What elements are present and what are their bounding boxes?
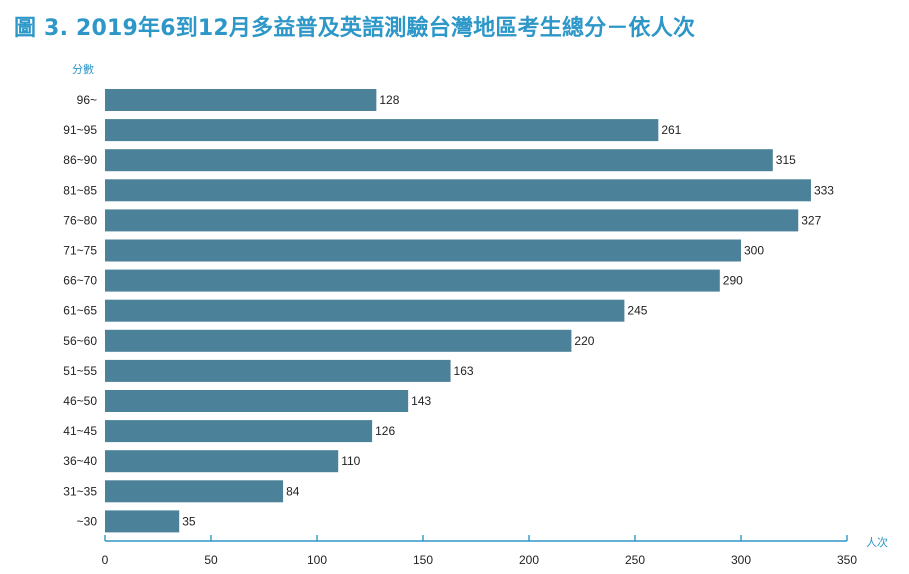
value-label: 143 [411, 394, 431, 408]
value-label: 300 [744, 244, 764, 258]
bar [105, 179, 811, 202]
bar [105, 149, 773, 172]
category-label: 36~40 [63, 454, 97, 468]
category-label: 46~50 [63, 394, 97, 408]
bar [105, 510, 180, 533]
value-label: 315 [776, 153, 796, 167]
bar [105, 480, 284, 503]
value-label: 35 [182, 514, 196, 528]
x-tick-label: 250 [625, 553, 645, 567]
x-tick-label: 100 [307, 553, 327, 567]
category-label: 86~90 [63, 153, 97, 167]
bar [105, 450, 339, 473]
chart-title: 圖 3. 2019年6到12月多益普及英語測驗台灣地區考生總分－依人次 [14, 16, 696, 41]
value-label: 333 [814, 183, 834, 197]
category-label: 56~60 [63, 334, 97, 348]
category-label: 96~ [77, 93, 97, 107]
category-label: 31~35 [63, 484, 97, 498]
x-tick-label: 50 [204, 553, 218, 567]
x-tick-label: 0 [102, 553, 109, 567]
value-label: 261 [661, 123, 681, 137]
category-label: 61~65 [63, 304, 97, 318]
category-label: 76~80 [63, 213, 97, 227]
x-tick-label: 300 [731, 553, 751, 567]
category-label: 51~55 [63, 364, 97, 378]
value-label: 327 [801, 213, 821, 227]
value-label: 163 [454, 364, 474, 378]
bar [105, 420, 373, 443]
value-label: 110 [341, 454, 360, 468]
value-label: 245 [627, 304, 647, 318]
x-tick-label: 350 [837, 553, 857, 567]
category-label: 71~75 [63, 244, 97, 258]
x-tick-label: 150 [413, 553, 433, 567]
bar [105, 390, 409, 412]
bar [105, 209, 799, 232]
category-label: 66~70 [63, 274, 97, 288]
y-axis-title: 分數 [72, 63, 94, 76]
value-label: 128 [379, 93, 399, 107]
value-label: 290 [723, 274, 743, 288]
x-axis: 0 50 100 150 200 250 300 350 [102, 535, 857, 567]
value-label: 220 [574, 334, 594, 348]
value-label: 126 [375, 424, 395, 438]
bar [105, 89, 377, 111]
bar [105, 239, 741, 262]
bars-group: 96~ 128 91~95 261 86~90 315 81~85 333 76~80 327 71… [63, 89, 834, 533]
category-label: 81~85 [63, 183, 97, 197]
bar [105, 299, 625, 322]
bar [105, 269, 720, 292]
category-label: ~30 [77, 514, 98, 528]
bar [105, 359, 451, 382]
x-tick-label: 200 [519, 553, 539, 567]
x-axis-title: 人次 [866, 535, 888, 549]
bar [105, 119, 659, 142]
category-label: 91~95 [63, 123, 97, 137]
bar [105, 329, 572, 352]
category-label: 41~45 [63, 424, 97, 438]
value-label: 84 [286, 484, 300, 498]
